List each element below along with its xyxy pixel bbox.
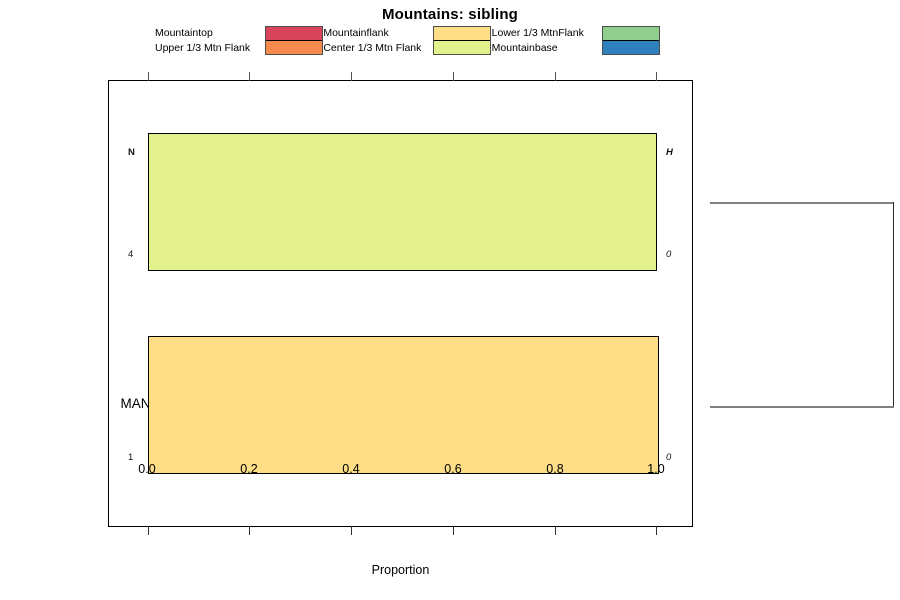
- x-tick-top-0.8: [555, 72, 557, 81]
- x-tick-label-3: 0.6: [444, 462, 462, 476]
- x-tick-bottom-0.0: [148, 526, 150, 535]
- legend-item-label-upper-third-mtn-flank: Upper 1/3 Mtn Flank: [155, 42, 251, 54]
- legend-column-3-swatches: [601, 26, 660, 55]
- legend-column-1-labels: Mountaintop Upper 1/3 Mtn Flank: [155, 26, 265, 55]
- legend-column-2-swatches: [433, 26, 492, 55]
- x-tick-label-2: 0.4: [342, 462, 360, 476]
- bar-seis-corner-bottom-left: 4: [128, 249, 134, 260]
- legend-swatch-mountainbase: [602, 41, 659, 54]
- x-tick-bottom-1.0: [656, 526, 658, 535]
- x-tick-top-1.0: [656, 72, 658, 81]
- legend-swatch-center-third-mtn-flank: [434, 41, 491, 54]
- bar-manzano-mountainflank[interactable]: [148, 336, 659, 474]
- legend-swatch-lower-third-mtn-flank: [602, 27, 659, 41]
- legend-swatch-upper-third-mtn-flank: [266, 41, 322, 54]
- chart-legend: Mountaintop Upper 1/3 Mtn Flank Mountain…: [155, 26, 660, 56]
- bar-seis-center-third-mtn-flank[interactable]: [148, 133, 657, 271]
- bar-manzano-corner-bottom-left: 1: [128, 452, 134, 463]
- right-side-bracket: [710, 202, 894, 408]
- bar-manzano-corner-bottom-right: 0: [666, 452, 672, 463]
- plot-area: N H 4 0 1 0: [108, 72, 693, 535]
- bracket-bottom-line: [710, 406, 894, 408]
- x-tick-label-0: 0.0: [138, 462, 156, 476]
- bar-seis-corner-top-left: N: [128, 147, 135, 158]
- legend-column-3-labels: Lower 1/3 MtnFlank Mountainbase: [492, 26, 602, 55]
- x-axis-title: Proportion: [371, 563, 430, 577]
- bar-seis-corner-bottom-right: 0: [666, 249, 672, 260]
- legend-column-3: Lower 1/3 MtnFlank Mountainbase: [492, 26, 660, 56]
- legend-item-label-center-third-mtn-flank: Center 1/3 Mtn Flank: [323, 42, 422, 54]
- legend-swatch-mountaintop: [266, 27, 322, 41]
- legend-item-label-mountaintop: Mountaintop: [155, 27, 213, 39]
- x-tick-bottom-0.4: [351, 526, 353, 535]
- x-tick-label-1: 0.2: [240, 462, 258, 476]
- legend-item-label-lower-third-mtn-flank: Lower 1/3 MtnFlank: [491, 27, 584, 39]
- legend-column-1-swatches: [265, 26, 323, 55]
- x-tick-top-0.2: [249, 72, 251, 81]
- x-tick-top-0.6: [453, 72, 455, 81]
- legend-column-2-labels: Mountainflank Center 1/3 Mtn Flank: [323, 26, 433, 55]
- x-tick-bottom-0.6: [453, 526, 455, 535]
- x-tick-label-5: 1.0: [647, 462, 665, 476]
- legend-swatch-mountainflank: [434, 27, 491, 41]
- bar-seis-corner-top-right: H: [666, 147, 673, 158]
- x-tick-top-0.0: [148, 72, 150, 81]
- legend-item-label-mountainflank: Mountainflank: [323, 27, 389, 39]
- legend-column-1: Mountaintop Upper 1/3 Mtn Flank: [155, 26, 323, 56]
- bracket-right-line: [892, 202, 894, 408]
- bracket-top-line: [710, 202, 894, 204]
- page-title: Mountains: sibling: [381, 6, 519, 23]
- x-tick-bottom-0.8: [555, 526, 557, 535]
- x-tick-label-4: 0.8: [546, 462, 564, 476]
- legend-column-2: Mountainflank Center 1/3 Mtn Flank: [323, 26, 492, 56]
- legend-item-label-mountainbase: Mountainbase: [491, 42, 558, 54]
- x-tick-bottom-0.2: [249, 526, 251, 535]
- x-tick-top-0.4: [351, 72, 353, 81]
